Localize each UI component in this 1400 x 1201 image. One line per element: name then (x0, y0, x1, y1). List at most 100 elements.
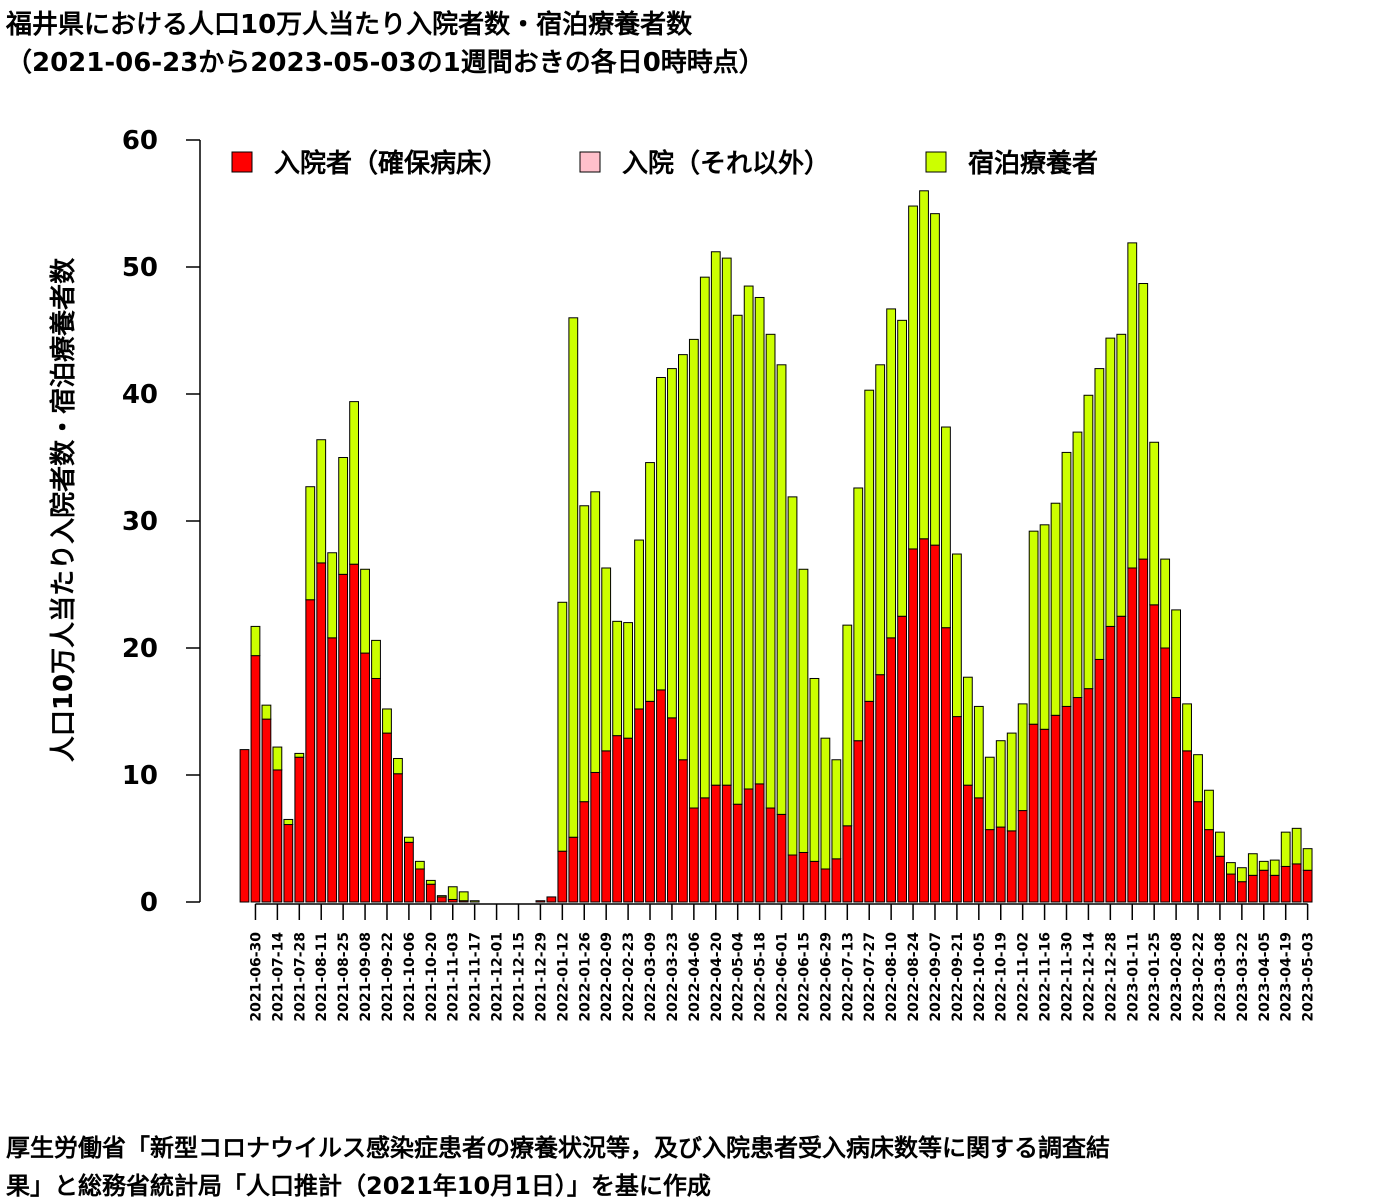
bar-lodging-2022-01-12 (557, 601, 568, 852)
bar-lodging-2023-01-04 (1116, 333, 1127, 617)
y-axis-label: 人口10万人当たり入院者数・宿泊療養者数 (48, 257, 79, 762)
bar-hospital-secured-2022-06-08 (787, 854, 798, 903)
x-tick-label-2022-03-09: 2022-03-09 (643, 932, 659, 1022)
bar-lodging-2022-02-09 (601, 567, 612, 752)
bar-hospital-secured-2023-02-15 (1182, 750, 1192, 903)
bar-lodging-2021-09-15 (371, 639, 381, 679)
bar-hospital-secured-2021-08-25 (338, 573, 349, 903)
y-tick-label-20: 20 (122, 634, 158, 664)
bar-hospital-secured-2021-10-06 (404, 841, 414, 903)
bar-lodging-2022-05-11 (743, 285, 754, 790)
x-tick-label-2023-02-22: 2023-02-22 (1191, 932, 1207, 1022)
bar-hospital-secured-2022-04-20 (710, 784, 721, 903)
x-tick-label-2021-11-17: 2021-11-17 (468, 932, 484, 1022)
bar-hospital-secured-2021-06-23 (239, 749, 250, 903)
bar-lodging-2022-02-23 (623, 622, 634, 739)
bar-lodging-2022-03-30 (678, 354, 688, 761)
bar-hospital-secured-2021-07-14 (272, 769, 283, 903)
bar-hospital-secured-2022-11-23 (1050, 714, 1061, 903)
bar-hospital-secured-2022-12-14 (1083, 688, 1094, 903)
bar-lodging-2022-04-27 (721, 257, 732, 786)
x-tick-label-2021-09-22: 2021-09-22 (380, 932, 396, 1022)
bar-hospital-secured-2022-06-29 (820, 868, 831, 903)
x-tick-label-2023-01-25: 2023-01-25 (1147, 932, 1163, 1022)
x-tick-label-2022-01-26: 2022-01-26 (577, 932, 593, 1022)
bar-lodging-2023-02-08 (1171, 609, 1181, 699)
bar-lodging-2022-08-31 (919, 190, 929, 540)
bar-lodging-2022-01-26 (579, 505, 590, 803)
x-tick-label-2022-01-12: 2022-01-12 (555, 932, 571, 1022)
x-tick-label-2021-11-03: 2021-11-03 (446, 932, 462, 1022)
x-tick-label-2023-04-19: 2023-04-19 (1279, 932, 1295, 1022)
bar-lodging-2022-05-18 (754, 296, 765, 785)
bar-hospital-secured-2022-08-10 (886, 637, 897, 903)
legend-label-hospital-secured: 入院者（確保病床） (274, 148, 508, 179)
bar-hospital-secured-2021-09-01 (349, 563, 360, 903)
bar-hospital-secured-2021-10-20 (425, 883, 436, 903)
x-tick-label-2021-09-08: 2021-09-08 (358, 932, 374, 1022)
bar-lodging-2023-01-25 (1149, 441, 1160, 606)
bar-hospital-secured-2021-09-22 (382, 732, 392, 903)
bar-lodging-2022-06-22 (809, 677, 820, 862)
bar-hospital-secured-2021-09-15 (371, 677, 381, 903)
bar-lodging-2022-03-23 (667, 368, 677, 719)
bar-lodging-2022-07-13 (842, 624, 853, 827)
bar-hospital-secured-2022-07-27 (864, 700, 875, 903)
x-tick-label-2022-12-14: 2022-12-14 (1081, 932, 1097, 1022)
x-tick-label-2022-03-23: 2022-03-23 (665, 932, 681, 1022)
bar-lodging-2022-04-13 (699, 276, 710, 799)
bar-lodging-2022-11-30 (1061, 451, 1072, 707)
bar-hospital-secured-2022-10-05 (973, 797, 984, 903)
bar-lodging-2022-12-21 (1094, 368, 1105, 660)
x-tick-label-2022-11-02: 2022-11-02 (1016, 932, 1032, 1022)
bar-hospital-secured-2022-02-23 (623, 737, 634, 903)
bar-lodging-2021-10-20 (425, 879, 436, 885)
x-tick-label-2022-10-05: 2022-10-05 (972, 932, 988, 1022)
bar-hospital-secured-2022-05-04 (732, 803, 743, 903)
bar-lodging-2021-09-01 (349, 401, 360, 565)
bar-lodging-2023-03-15 (1226, 862, 1236, 875)
bar-lodging-2022-05-04 (732, 314, 743, 805)
bar-lodging-2022-09-21 (952, 553, 962, 718)
bar-lodging-2022-12-14 (1083, 394, 1094, 690)
bar-lodging-2022-12-28 (1105, 337, 1116, 627)
bar-hospital-secured-2021-08-11 (316, 562, 327, 903)
bar-lodging-2022-06-15 (798, 568, 809, 853)
x-tick-label-2021-06-30: 2021-06-30 (248, 932, 264, 1022)
legend-label-lodging: 宿泊療養者 (968, 148, 1098, 179)
bar-hospital-secured-2021-09-08 (360, 652, 370, 903)
y-tick-label-40: 40 (122, 380, 158, 410)
bar-hospital-secured-2022-03-09 (645, 700, 655, 903)
bar-lodging-2022-10-19 (995, 740, 1006, 828)
bar-lodging-2022-06-29 (820, 737, 831, 870)
bar-hospital-secured-2023-01-11 (1127, 567, 1138, 903)
x-tick-label-2022-10-19: 2022-10-19 (994, 932, 1010, 1022)
bar-hospital-secured-2022-04-13 (699, 797, 710, 903)
x-tick-label-2021-12-15: 2021-12-15 (512, 932, 528, 1022)
source-note-line1: 厚生労働省「新型コロナウイルス感染症患者の療養状況等，及び入院患者受入病床数等に… (6, 1134, 1110, 1162)
bar-lodging-2022-09-14 (941, 426, 951, 629)
bar-lodging-2023-04-05 (1258, 860, 1269, 871)
bar-hospital-secured-2021-07-21 (283, 824, 294, 903)
bar-lodging-2023-04-12 (1269, 859, 1280, 876)
bar-hospital-secured-2022-05-18 (754, 783, 765, 903)
bar-hospital-secured-2021-09-29 (393, 773, 403, 903)
bar-hospital-secured-2022-01-12 (557, 850, 568, 903)
bar-hospital-secured-2022-08-31 (919, 538, 929, 903)
bar-hospital-secured-2022-05-11 (743, 788, 754, 903)
bar-lodging-2022-01-19 (568, 317, 579, 838)
bar-lodging-2022-09-28 (962, 676, 973, 786)
x-tick-label-2023-01-11: 2023-01-11 (1125, 932, 1141, 1022)
bar-lodging-2021-08-25 (338, 457, 349, 575)
chart-title-line2: （2021-06-23から2023-05-03の1週間おきの各日0時時点） (6, 48, 765, 78)
bar-lodging-2022-06-01 (776, 364, 787, 815)
bar-hospital-secured-2022-08-24 (908, 548, 918, 903)
bar-lodging-2022-04-20 (710, 251, 721, 786)
bar-lodging-2022-07-06 (831, 759, 842, 860)
bar-hospital-secured-2022-12-28 (1105, 625, 1116, 903)
bar-hospital-secured-2022-12-21 (1094, 658, 1105, 903)
bar-lodging-2022-09-07 (930, 213, 940, 546)
bar-lodging-2021-09-22 (382, 708, 392, 734)
x-tick-label-2022-07-27: 2022-07-27 (862, 932, 878, 1022)
bar-hospital-secured-2023-03-29 (1247, 874, 1258, 903)
